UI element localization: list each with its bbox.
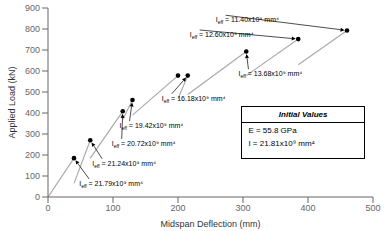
svg-text:500: 500: [365, 203, 377, 213]
svg-text:0: 0: [45, 203, 50, 213]
svg-text:Ieff = 19.42x10⁹ mm⁴: Ieff = 19.42x10⁹ mm⁴: [120, 122, 184, 131]
svg-text:Ieff = 21.24x10⁹ mm⁴: Ieff = 21.24x10⁹ mm⁴: [92, 160, 156, 169]
svg-text:Ieff = 11.40x10⁹ mm⁴: Ieff = 11.40x10⁹ mm⁴: [216, 16, 279, 25]
svg-text:200: 200: [25, 150, 40, 160]
svg-text:300: 300: [25, 129, 40, 139]
svg-text:800: 800: [25, 24, 40, 34]
html-text:I = 21.81x10⁹ mm⁴: I = 21.81x10⁹ mm⁴: [248, 139, 315, 149]
svg-text:Ieff = 16.18x10⁹ mm⁴: Ieff = 16.18x10⁹ mm⁴: [162, 95, 226, 104]
svg-text:900: 900: [25, 3, 40, 13]
svg-text:600: 600: [25, 66, 40, 76]
svg-text:Ieff = 13.68x10⁹ mm⁴: Ieff = 13.68x10⁹ mm⁴: [238, 70, 302, 79]
svg-text:700: 700: [25, 45, 40, 55]
svg-text:Midspan Deflection (mm): Midspan Deflection (mm): [160, 219, 260, 229]
svg-text:200: 200: [170, 203, 185, 213]
svg-text:400: 400: [25, 108, 40, 118]
svg-text:0: 0: [35, 192, 40, 202]
svg-text:Ieff = 12.60x10⁹ mm⁴: Ieff = 12.60x10⁹ mm⁴: [190, 31, 254, 40]
svg-text:100: 100: [105, 203, 120, 213]
svg-text:500: 500: [25, 87, 40, 97]
svg-text:300: 300: [235, 203, 250, 213]
svg-text:Applied Load (kN): Applied Load (kN): [8, 66, 17, 138]
html-text:Initial Values: Initial Values: [278, 110, 328, 120]
svg-text:400: 400: [300, 203, 315, 213]
html-text:E = 55.8 GPa: E = 55.8 GPa: [248, 126, 297, 136]
svg-text:Ieff = 21.79x10⁹ mm⁴: Ieff = 21.79x10⁹ mm⁴: [79, 180, 143, 189]
svg-text:Ieff = 20.72x10⁹ mm⁴: Ieff = 20.72x10⁹ mm⁴: [112, 140, 176, 149]
svg-text:100: 100: [25, 171, 40, 181]
